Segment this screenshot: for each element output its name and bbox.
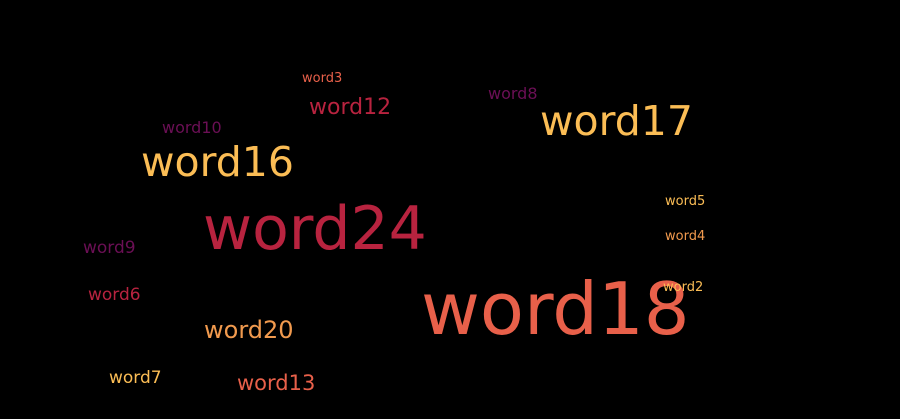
cloud-word: word5 xyxy=(665,194,706,209)
cloud-word: word17 xyxy=(540,97,693,145)
cloud-word: word10 xyxy=(162,118,222,137)
cloud-word: word18 xyxy=(421,267,690,351)
cloud-word: word13 xyxy=(237,371,316,395)
cloud-word: word12 xyxy=(309,95,392,120)
cloud-word: word2 xyxy=(663,280,704,295)
cloud-word: word16 xyxy=(141,138,294,186)
cloud-word: word6 xyxy=(88,285,141,305)
cloud-word: word4 xyxy=(665,229,706,244)
cloud-word: word20 xyxy=(204,316,294,344)
cloud-word: word8 xyxy=(488,84,538,103)
cloud-word: word9 xyxy=(83,238,136,258)
cloud-word: word24 xyxy=(203,194,427,264)
cloud-word: word3 xyxy=(302,71,343,86)
cloud-word: word7 xyxy=(109,368,162,388)
